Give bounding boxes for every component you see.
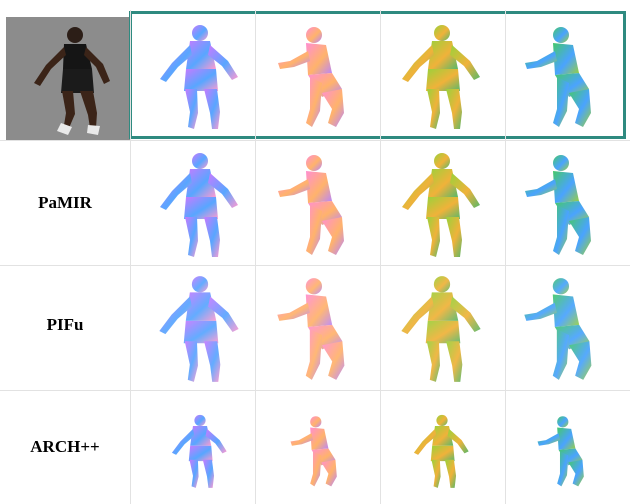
column-divider — [380, 10, 381, 504]
arch-side-render — [258, 393, 382, 501]
ours-other-side-render — [505, 17, 629, 137]
pamir-front-render — [138, 145, 262, 265]
pamir-back-render — [380, 145, 504, 265]
row-label-pifu: PIFu — [46, 315, 84, 334]
pifu-back-render — [380, 268, 504, 390]
column-divider — [130, 10, 131, 504]
jumping-person-photo — [6, 17, 130, 141]
pamir-side-render — [258, 145, 382, 265]
row-divider — [0, 390, 630, 391]
pifu-other-side-render — [505, 268, 629, 390]
column-divider — [255, 10, 256, 504]
pamir-other-side-render — [505, 145, 629, 265]
row-divider — [0, 140, 630, 141]
arch-front-render — [138, 393, 262, 501]
pifu-front-render — [138, 268, 262, 390]
ours-front-render — [138, 17, 262, 137]
row-label-pamir: PaMIR — [38, 193, 92, 212]
row-label-arch: ARCH++ — [30, 437, 100, 456]
ours-back-render — [380, 17, 504, 137]
arch-other-side-render — [505, 393, 629, 501]
ours-side-render — [258, 17, 382, 137]
input-photo — [6, 17, 130, 141]
pifu-side-render — [258, 268, 382, 390]
column-divider — [505, 10, 506, 504]
row-divider — [0, 265, 630, 266]
arch-back-render — [380, 393, 504, 501]
